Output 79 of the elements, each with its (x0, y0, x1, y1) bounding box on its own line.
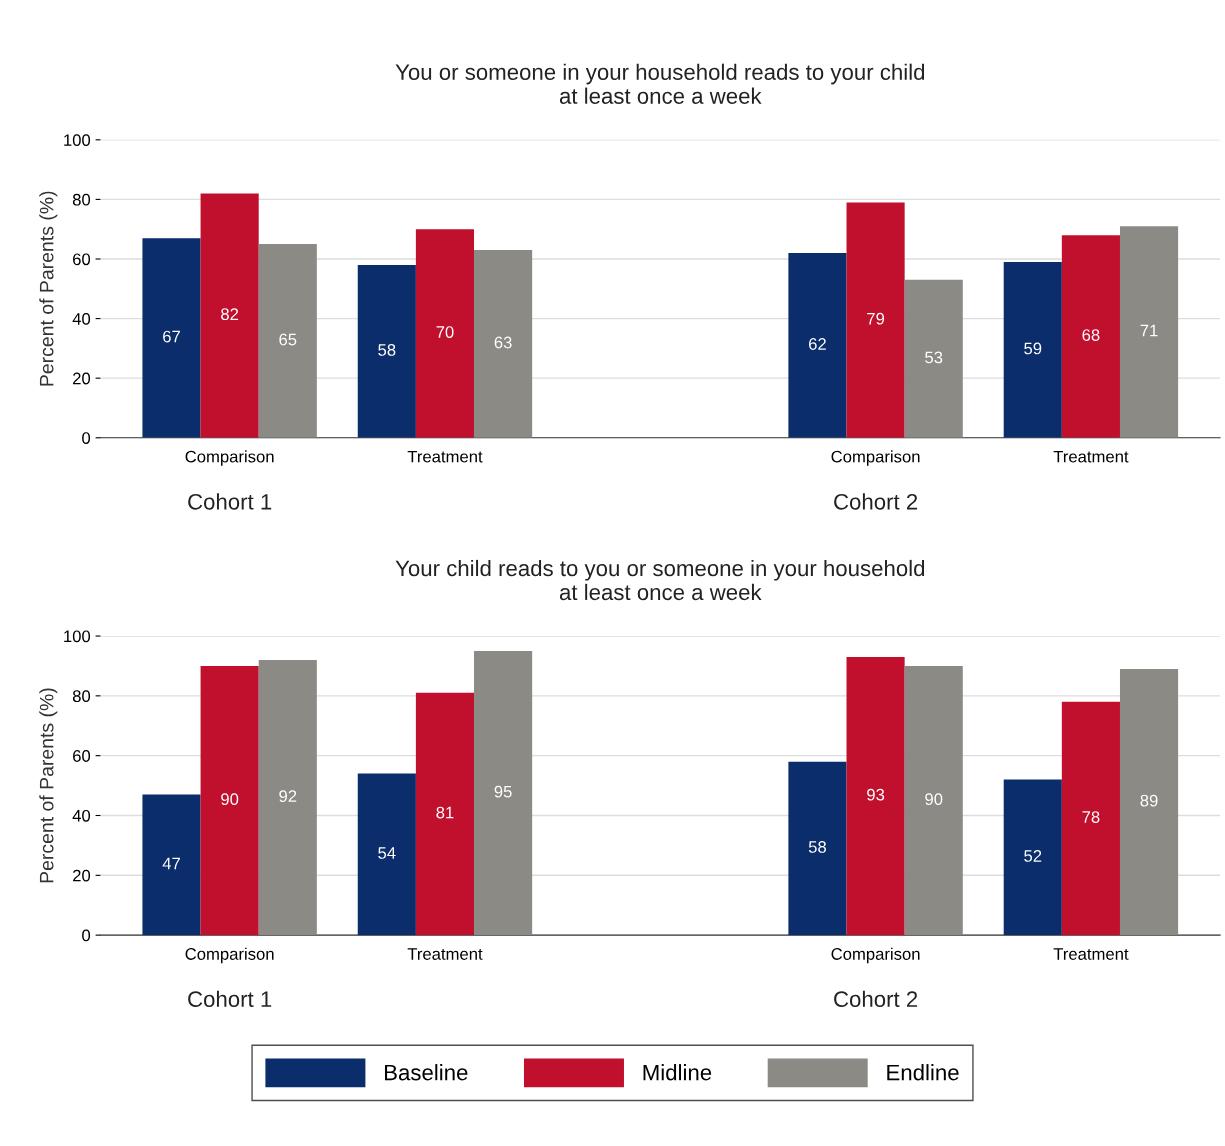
data-label: 79 (867, 312, 885, 325)
bar (1003, 261, 1062, 438)
legend-label: Midline (643, 1064, 712, 1081)
data-label: 65 (279, 333, 297, 346)
data-label: 59 (1024, 342, 1042, 355)
y-tick-label: 40 (72, 312, 91, 325)
y-tick-label: 20 (73, 372, 91, 385)
bar (415, 229, 475, 438)
data-label: 53 (925, 351, 943, 364)
y-axis-title: Percent of Parents (%) (39, 688, 58, 883)
chart-title: Your child reads to you or someone in your household at least once a week (395, 559, 925, 601)
bar (1119, 226, 1179, 438)
y-tick-label: 60 (73, 750, 91, 762)
bar (142, 794, 201, 936)
text: Cohort 1 (188, 493, 272, 510)
data-label: 90 (221, 793, 239, 806)
y-tick-label: 0 (82, 432, 91, 444)
bar (357, 773, 416, 936)
y-tick-label: 40 (72, 809, 91, 822)
x-tick-label: Comparison (185, 450, 274, 466)
bar (788, 253, 847, 438)
y-tick-label: 100 (64, 630, 91, 643)
text: Cohort 2 (834, 493, 918, 510)
data-label: 90 (925, 793, 943, 806)
data-label: 71 (1140, 324, 1158, 337)
data-label: 95 (494, 785, 512, 798)
bar (415, 692, 475, 936)
data-label: 81 (436, 806, 454, 819)
bar (200, 193, 259, 438)
data-label: 52 (1024, 850, 1042, 862)
bar (846, 202, 905, 438)
data-label: 58 (808, 841, 826, 853)
bar (1061, 701, 1120, 936)
x-tick-label: Comparison (185, 947, 274, 964)
bar (474, 650, 533, 936)
data-label: 89 (1140, 794, 1158, 807)
x-tick-label: Comparison (831, 947, 920, 964)
data-label: 54 (378, 847, 396, 859)
bar (258, 659, 317, 936)
data-label: 67 (163, 330, 180, 343)
y-tick-label: 60 (73, 253, 91, 266)
data-label: 92 (279, 790, 297, 803)
data-label: 68 (1082, 329, 1100, 341)
bar (904, 665, 963, 936)
data-label: 70 (436, 326, 454, 338)
bar (1003, 779, 1062, 936)
bar (474, 250, 533, 438)
bar (200, 665, 259, 936)
bar (846, 656, 905, 936)
bar (258, 244, 317, 438)
legend-label: Baseline (385, 1064, 468, 1081)
bar (1061, 235, 1120, 438)
chart-title: You or someone in your household reads to your child at least once a week (395, 63, 925, 104)
legend-label: Endline (887, 1064, 959, 1081)
y-tick-label: 100 (64, 134, 91, 147)
text: Cohort 1 (188, 990, 272, 1008)
y-tick-label: 80 (72, 690, 91, 703)
y-tick-label: 0 (82, 929, 91, 942)
bar (788, 761, 847, 936)
text: Cohort 2 (834, 990, 918, 1008)
bar (142, 238, 201, 438)
data-label: 58 (378, 344, 396, 356)
data-label: 63 (494, 336, 512, 349)
data-label: 62 (809, 338, 826, 350)
data-label: 47 (162, 857, 180, 870)
x-tick-label: Treatment (1053, 450, 1129, 463)
y-axis-title: Percent of Parents (%) (39, 191, 58, 386)
data-label: 82 (221, 308, 239, 321)
x-tick-label: Treatment (407, 450, 483, 463)
x-tick-label: Treatment (407, 948, 483, 960)
data-label: 78 (1082, 811, 1100, 823)
bar (357, 264, 416, 438)
bar (904, 279, 963, 438)
data-label: 93 (867, 788, 885, 801)
y-tick-label: 80 (72, 193, 91, 206)
y-tick-label: 20 (73, 869, 91, 882)
x-tick-label: Comparison (831, 450, 920, 466)
bar (1119, 668, 1179, 936)
x-tick-label: Treatment (1053, 948, 1129, 960)
